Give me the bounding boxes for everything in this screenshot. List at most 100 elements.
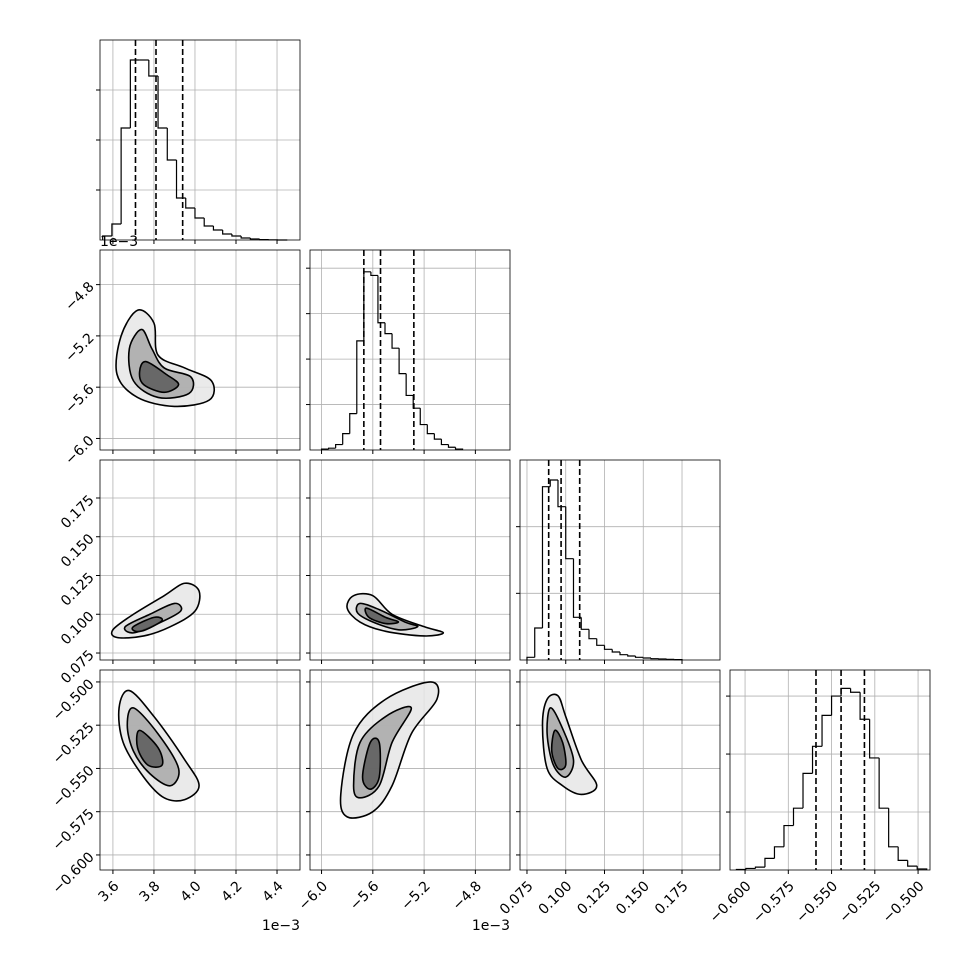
histogram-bin — [440, 439, 449, 446]
histogram-bin — [611, 649, 620, 653]
histogram-bin — [231, 234, 242, 237]
histogram-bin — [419, 408, 428, 426]
x-tick-label: 0.100 — [536, 878, 576, 918]
histogram-bin — [830, 695, 842, 716]
histogram-bin — [580, 617, 589, 630]
histogram-bin — [596, 638, 605, 646]
histogram-bin — [840, 687, 851, 697]
histogram-bin — [565, 506, 574, 560]
y-offset-label: 1e−3 — [100, 234, 138, 250]
y-tick-label: 0.125 — [58, 570, 98, 610]
x-tick-label: −5.6 — [347, 878, 382, 913]
histogram-bin — [203, 218, 214, 227]
x-tick-label: 4.4 — [260, 878, 287, 905]
histogram-bin — [102, 235, 112, 240]
panel-frame — [99, 459, 301, 661]
x-tick-label: 0.075 — [497, 878, 537, 918]
histogram-bin — [363, 271, 371, 341]
histogram-bin — [526, 656, 535, 660]
histogram-bin — [398, 348, 407, 375]
panel-frame — [729, 669, 931, 871]
y-tick-label: −0.600 — [50, 849, 98, 897]
x-tick-label: −6.0 — [296, 878, 331, 913]
histogram-bin — [773, 846, 784, 859]
histogram-bin — [175, 160, 186, 199]
x-tick-label: 0.125 — [574, 878, 614, 918]
histogram-bin — [764, 857, 775, 868]
y-tick-label: −0.575 — [50, 806, 98, 854]
panel-frame — [99, 39, 301, 241]
histogram-bin — [391, 333, 400, 349]
contour — [346, 592, 445, 637]
histogram-bin — [916, 866, 928, 870]
y-tick-label: 0.175 — [58, 492, 98, 532]
contour — [550, 729, 567, 771]
histogram-bin — [619, 652, 628, 656]
histogram-bin — [377, 275, 385, 324]
y-tick-label: −6.0 — [62, 433, 97, 468]
histogram-bin — [148, 60, 159, 77]
contour — [364, 607, 400, 625]
histogram-bin — [745, 867, 756, 870]
contour — [138, 360, 180, 394]
x-tick-label: 0.175 — [652, 878, 692, 918]
histogram-bin — [897, 846, 908, 861]
x-tick-label: −5.2 — [398, 878, 433, 913]
histogram-bin — [111, 223, 122, 236]
histogram-bin — [249, 238, 260, 240]
y-tick-label: −0.550 — [50, 763, 98, 811]
x-tick-label: 0.150 — [613, 878, 653, 918]
y-tick-label: −0.525 — [50, 720, 98, 768]
histogram-bin — [907, 860, 918, 867]
histogram-bin — [859, 692, 870, 720]
histogram-bin — [811, 745, 823, 774]
histogram-bin — [194, 208, 205, 219]
histogram-bin — [222, 230, 232, 235]
histogram-bin — [120, 127, 131, 224]
histogram-bin — [129, 59, 140, 128]
histogram-bin — [869, 719, 880, 759]
y-tick-label: −5.6 — [62, 381, 97, 416]
histogram-bin — [426, 424, 435, 435]
x-tick-label: −0.550 — [793, 878, 841, 926]
histogram-bin — [356, 340, 364, 414]
histogram-bin — [783, 824, 794, 847]
y-tick-label: 0.100 — [58, 609, 98, 649]
panel-frame — [519, 459, 721, 661]
y-tick-label: −0.500 — [50, 676, 98, 724]
x-tick-label: 3.6 — [95, 878, 122, 905]
panel-frame — [309, 459, 511, 661]
histogram-bin — [642, 657, 652, 659]
x-tick-label: −0.575 — [750, 878, 798, 926]
histogram-bin — [342, 433, 350, 445]
histogram-bin — [349, 413, 357, 434]
histogram-bin — [166, 128, 177, 161]
histogram-bin — [572, 558, 582, 618]
histogram-bin — [792, 807, 804, 826]
histogram-bin — [157, 76, 168, 129]
y-tick-label: 0.150 — [58, 531, 98, 571]
contour — [131, 616, 164, 633]
histogram-bin — [212, 226, 223, 231]
histogram-bin — [549, 479, 558, 487]
contour — [361, 737, 382, 791]
y-tick-label: −4.8 — [62, 279, 97, 314]
histogram-bin — [541, 486, 551, 628]
histogram-bin — [650, 658, 659, 660]
contour — [135, 729, 164, 768]
contour — [355, 602, 419, 631]
histogram-bin — [603, 645, 613, 650]
x-tick-label: 3.8 — [137, 878, 164, 905]
histogram-bin — [534, 627, 543, 658]
y-tick-label: 0.075 — [58, 647, 98, 687]
histogram-bin — [588, 629, 597, 640]
histogram-bin — [802, 772, 813, 809]
histogram-bin — [627, 654, 636, 657]
histogram-bin — [634, 656, 644, 658]
histogram-bin — [878, 757, 889, 809]
histogram-bin — [384, 322, 393, 335]
histogram-bin — [335, 443, 343, 449]
histogram-bin — [185, 198, 195, 209]
histogram-bin — [327, 447, 336, 450]
